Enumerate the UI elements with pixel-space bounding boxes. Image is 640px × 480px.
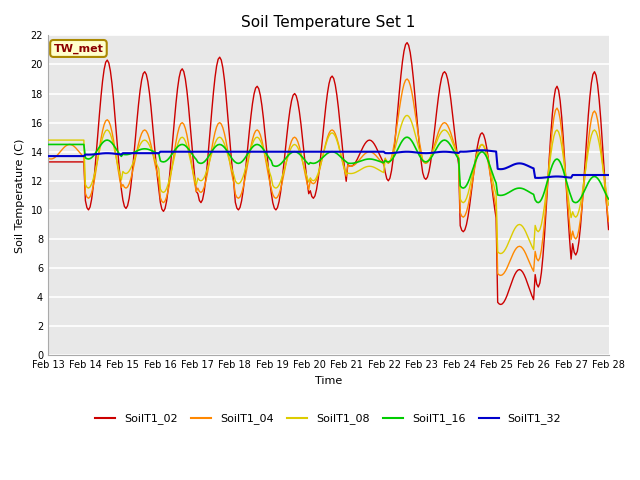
Title: Soil Temperature Set 1: Soil Temperature Set 1 <box>241 15 415 30</box>
X-axis label: Time: Time <box>315 376 342 386</box>
Text: TW_met: TW_met <box>54 43 104 54</box>
Legend: SoilT1_02, SoilT1_04, SoilT1_08, SoilT1_16, SoilT1_32: SoilT1_02, SoilT1_04, SoilT1_08, SoilT1_… <box>91 409 566 429</box>
Y-axis label: Soil Temperature (C): Soil Temperature (C) <box>15 138 25 252</box>
